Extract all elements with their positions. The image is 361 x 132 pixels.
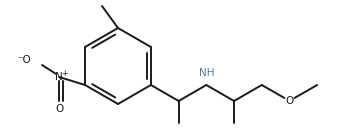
Text: O: O	[55, 104, 63, 114]
Text: O: O	[285, 96, 293, 106]
Text: N: N	[55, 72, 63, 82]
Text: +: +	[61, 69, 67, 77]
Text: NH: NH	[199, 68, 214, 78]
Text: ⁻O: ⁻O	[17, 55, 31, 65]
